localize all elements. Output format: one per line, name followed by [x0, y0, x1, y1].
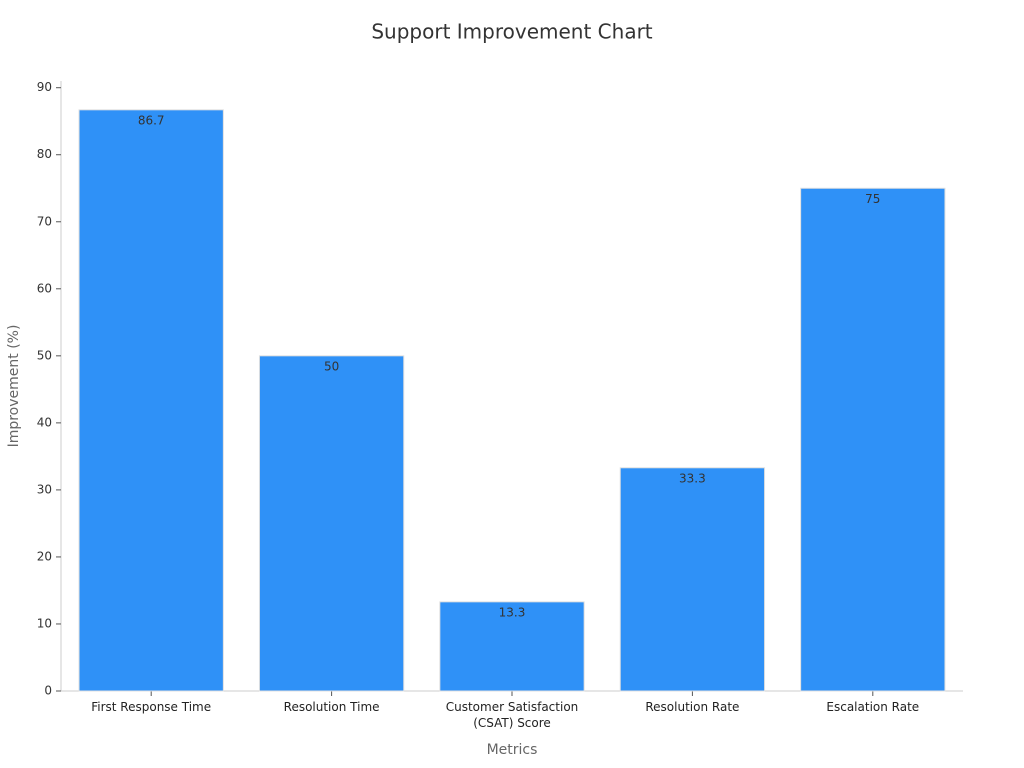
x-tick-label: Resolution Rate: [645, 700, 740, 714]
chart-title: Support Improvement Chart: [371, 20, 652, 44]
value-label: 86.7: [138, 113, 165, 127]
bar: [78, 109, 224, 692]
x-tick-label: Escalation Rate: [826, 700, 920, 714]
y-tick-label: 60: [37, 281, 52, 295]
x-tick-label: Resolution Time: [283, 700, 380, 714]
y-tick-label: 20: [37, 549, 52, 563]
value-label: 50: [324, 359, 339, 373]
y-tick-label: 40: [37, 415, 52, 429]
y-tick-label: 0: [44, 684, 52, 698]
bar: [800, 187, 946, 692]
x-tick-label: First Response Time: [91, 700, 212, 714]
y-axis-label: Improvement (%): [6, 325, 22, 448]
value-label: 33.3: [679, 471, 706, 485]
y-tick-label: 50: [37, 348, 52, 362]
y-tick-label: 70: [37, 214, 52, 228]
y-tick-label: 90: [37, 80, 52, 94]
y-tick-label: 80: [37, 147, 52, 161]
x-axis-label: Metrics: [487, 742, 538, 758]
y-tick-label: 10: [37, 616, 52, 630]
value-label: 13.3: [499, 605, 526, 619]
value-label: 75: [865, 192, 880, 206]
x-tick-label: Customer Satisfaction (CSAT) Score: [445, 700, 579, 730]
bar: [439, 601, 585, 692]
bar: [619, 467, 766, 692]
y-tick-label: 30: [37, 482, 52, 496]
bar: [258, 355, 405, 692]
